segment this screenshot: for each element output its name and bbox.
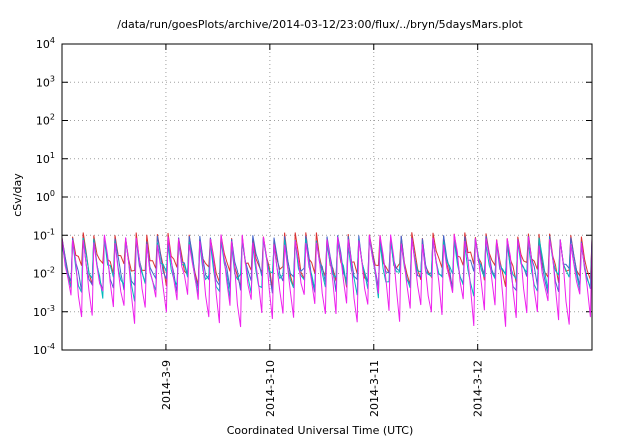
y-tick-label: 10-2 [33, 266, 55, 281]
series-magenta [61, 234, 593, 328]
x-tick-label: 2014-3-12 [472, 360, 485, 417]
x-axis-label: Coordinated Universal Time (UTC) [226, 424, 414, 437]
plot-border [61, 43, 593, 351]
y-tick-label: 10-4 [33, 342, 55, 357]
y-tick-label: 104 [36, 36, 55, 51]
x-tick-label: 2014-3-9 [160, 360, 173, 410]
chart-title: /data/run/goesPlots/archive/2014-03-12/2… [117, 18, 523, 31]
y-tick-label: 102 [36, 113, 55, 128]
x-tick-label: 2014-3-11 [368, 360, 381, 417]
y-tick-label: 10-1 [33, 227, 55, 242]
x-tick-label: 2014-3-10 [264, 360, 277, 417]
y-tick-label: 100 [36, 189, 55, 204]
y-tick-label: 103 [36, 74, 55, 89]
y-tick-label: 101 [36, 151, 55, 166]
y-tick-label: 10-3 [33, 304, 55, 319]
